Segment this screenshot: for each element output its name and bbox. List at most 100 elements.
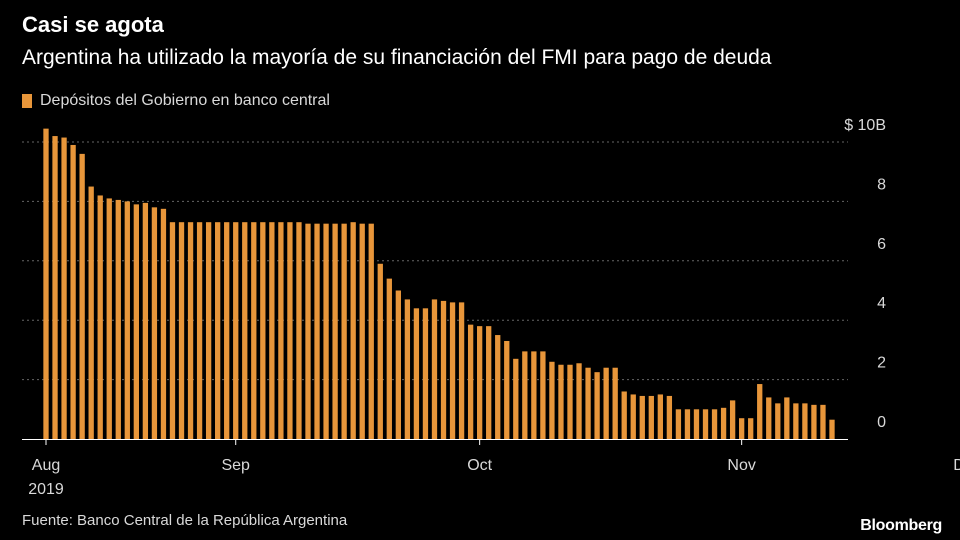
bar — [594, 372, 600, 439]
legend-swatch — [22, 94, 32, 108]
bar — [269, 222, 275, 439]
bar — [630, 394, 636, 439]
bar — [739, 418, 745, 439]
bar — [350, 222, 356, 439]
bar — [305, 223, 311, 439]
bar — [802, 403, 808, 439]
bar — [729, 400, 736, 439]
bar — [205, 222, 212, 439]
bar — [531, 351, 537, 439]
bar — [52, 136, 58, 439]
bar — [332, 223, 338, 439]
bar — [169, 222, 176, 439]
bar — [79, 153, 85, 439]
bar — [612, 367, 618, 439]
bar — [657, 394, 663, 439]
bar — [151, 207, 158, 439]
bar — [61, 137, 67, 440]
y-tick-label: 2 — [877, 355, 886, 372]
bar — [323, 223, 329, 439]
bar — [395, 290, 401, 439]
bar — [811, 404, 817, 439]
bar — [178, 222, 185, 439]
bar — [70, 144, 76, 439]
bar — [540, 351, 546, 439]
bar — [766, 397, 772, 439]
bar — [467, 324, 474, 439]
bar — [431, 299, 438, 439]
bar — [549, 361, 555, 439]
bar — [242, 222, 248, 439]
bar — [133, 204, 139, 439]
bar — [711, 409, 718, 439]
source-note: Fuente: Banco Central de la República Ar… — [22, 512, 348, 529]
bar — [684, 409, 691, 439]
bar — [522, 351, 528, 439]
bar — [386, 278, 392, 439]
bar — [621, 391, 627, 439]
bar — [639, 395, 645, 439]
bar — [115, 199, 121, 439]
bar — [720, 407, 727, 439]
bar — [495, 335, 501, 439]
chart-title: Casi se agota — [22, 12, 164, 37]
x-tick-label: Nov — [727, 457, 755, 474]
y-tick-label: 6 — [877, 236, 886, 253]
bar — [702, 409, 709, 439]
bar — [693, 409, 700, 439]
bar — [784, 397, 790, 439]
x-tick-label: Aug — [32, 457, 60, 474]
bar — [187, 222, 194, 439]
bar — [368, 223, 374, 439]
bar — [486, 326, 492, 439]
chart-subtitle: Argentina ha utilizado la mayoría de su … — [22, 46, 772, 69]
bloomberg-logo: Bloomberg — [860, 517, 942, 534]
bar — [341, 223, 347, 439]
bar — [458, 302, 465, 439]
bar — [97, 195, 103, 439]
legend-label: Depósitos del Gobierno en banco central — [40, 92, 330, 109]
bar — [413, 308, 420, 439]
bar — [260, 222, 266, 439]
bar — [106, 198, 112, 439]
bar — [377, 263, 383, 439]
bar — [233, 222, 239, 439]
bar — [666, 395, 673, 439]
x-tick-label: Sep — [221, 457, 250, 474]
bar — [224, 222, 230, 439]
y-tick-label: 4 — [877, 295, 886, 312]
bar — [278, 222, 284, 439]
bar — [748, 418, 754, 439]
y-tick-label: 8 — [877, 176, 886, 193]
bar — [513, 358, 519, 439]
x-tick-label: Oct — [467, 457, 492, 474]
bar — [314, 223, 320, 439]
bar — [775, 403, 781, 439]
bar — [251, 222, 257, 439]
legend: Depósitos del Gobierno en banco central — [22, 92, 330, 110]
bar — [196, 222, 203, 439]
bar — [757, 384, 763, 439]
bar — [603, 367, 609, 439]
bar — [675, 409, 682, 439]
bar — [160, 208, 167, 439]
bar — [567, 364, 573, 439]
y-tick-label: $ 10B — [844, 117, 886, 134]
bar — [440, 300, 447, 439]
bar — [215, 222, 221, 439]
bar — [558, 364, 564, 439]
bar — [504, 340, 510, 439]
bar — [585, 367, 591, 439]
bar — [88, 186, 94, 439]
y-tick-label: 0 — [877, 414, 886, 431]
bar — [359, 223, 365, 439]
bar — [404, 299, 411, 439]
bar — [576, 363, 582, 439]
bar — [287, 222, 293, 439]
x-tick-label: Dec — [953, 457, 960, 474]
bar — [648, 395, 654, 439]
bar — [820, 404, 826, 439]
bar — [477, 326, 483, 439]
bar — [793, 403, 799, 439]
